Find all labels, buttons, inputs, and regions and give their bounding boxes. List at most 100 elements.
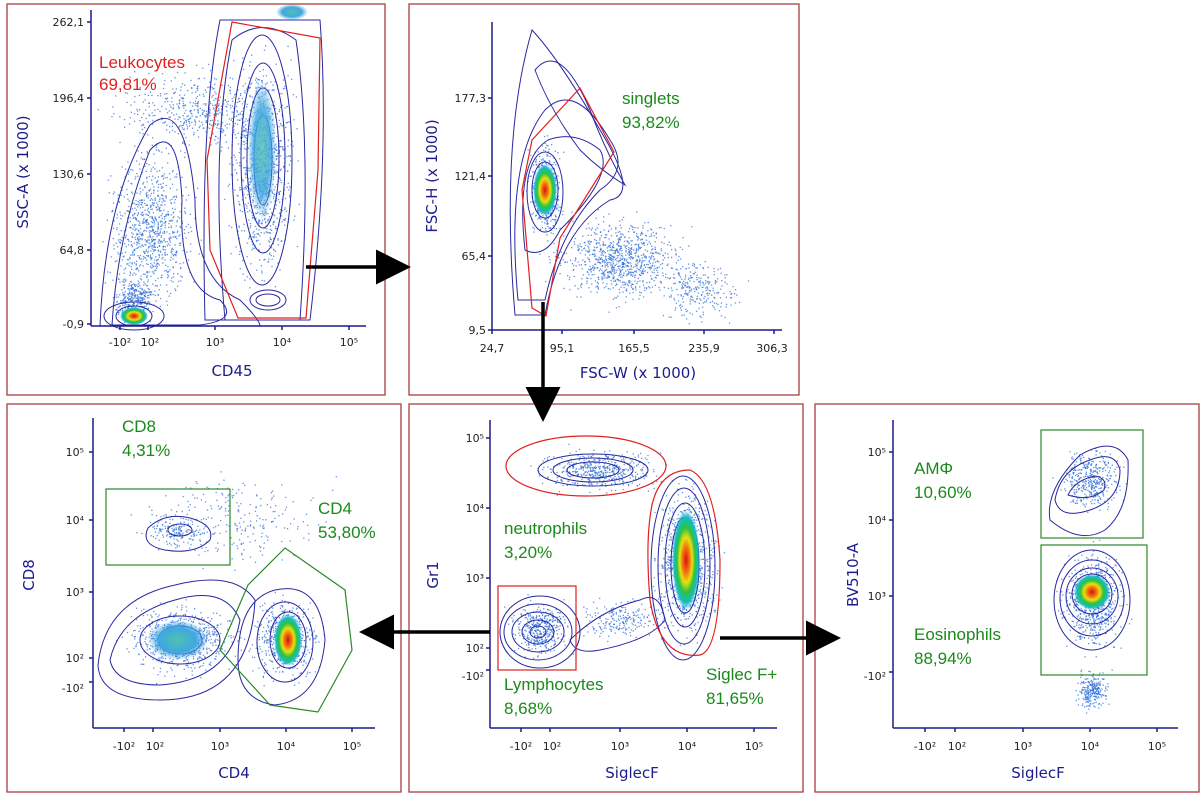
event-dot bbox=[604, 261, 606, 263]
event-dot bbox=[163, 239, 165, 241]
event-dot bbox=[600, 257, 602, 259]
event-dot bbox=[209, 633, 211, 636]
event-dot bbox=[140, 200, 142, 202]
event-dot bbox=[147, 197, 149, 199]
event-dot bbox=[153, 249, 156, 251]
event-dot bbox=[204, 115, 206, 117]
event-dot bbox=[147, 288, 149, 290]
event-dot bbox=[627, 252, 629, 255]
event-dot bbox=[155, 206, 157, 208]
event-dot bbox=[150, 291, 152, 294]
event-dot bbox=[191, 87, 193, 89]
event-dot bbox=[548, 256, 550, 258]
event-dot bbox=[174, 176, 176, 178]
event-dot bbox=[268, 218, 270, 220]
event-dot bbox=[144, 298, 146, 300]
event-dot bbox=[157, 294, 159, 296]
event-dot bbox=[205, 626, 207, 629]
event-dot bbox=[245, 124, 247, 126]
event-dot bbox=[154, 653, 156, 656]
event-dot bbox=[635, 255, 637, 257]
event-dot bbox=[180, 150, 182, 152]
event-dot bbox=[214, 105, 216, 107]
event-dot bbox=[195, 91, 197, 93]
event-dot bbox=[609, 254, 611, 256]
event-dot bbox=[115, 95, 117, 97]
event-dot bbox=[169, 615, 171, 617]
event-dot bbox=[188, 144, 190, 146]
event-dot bbox=[627, 280, 630, 282]
event-dot bbox=[627, 272, 630, 275]
event-dot bbox=[589, 243, 591, 246]
event-dot bbox=[164, 93, 166, 95]
event-dot bbox=[231, 111, 233, 113]
event-dot bbox=[148, 242, 150, 244]
event-dot bbox=[133, 290, 136, 292]
event-dot bbox=[643, 271, 645, 273]
event-dot bbox=[128, 171, 130, 173]
event-dot bbox=[570, 309, 572, 311]
event-dot bbox=[653, 279, 655, 282]
event-dot bbox=[642, 233, 644, 235]
event-dot bbox=[140, 213, 142, 215]
event-dot bbox=[150, 275, 152, 277]
event-dot bbox=[651, 249, 653, 251]
event-dot bbox=[238, 226, 240, 228]
event-dot bbox=[117, 313, 120, 316]
event-dot bbox=[241, 62, 244, 64]
event-dot bbox=[683, 280, 685, 282]
event-dot bbox=[611, 270, 614, 272]
event-dot bbox=[630, 248, 632, 250]
event-dot bbox=[550, 227, 552, 229]
event-dot bbox=[242, 133, 244, 136]
event-dot bbox=[158, 619, 160, 621]
event-dot bbox=[604, 266, 606, 268]
event-dot bbox=[151, 144, 153, 146]
event-dot bbox=[151, 183, 154, 185]
event-dot bbox=[594, 263, 597, 265]
event-dot bbox=[202, 654, 205, 656]
event-dot bbox=[691, 313, 694, 316]
event-dot bbox=[233, 59, 235, 62]
event-dot bbox=[188, 120, 190, 123]
event-dot bbox=[613, 270, 615, 272]
event-dot bbox=[143, 230, 145, 232]
event-dot bbox=[728, 322, 731, 324]
event-dot bbox=[145, 194, 148, 196]
event-dot bbox=[170, 226, 172, 229]
event-dot bbox=[562, 210, 564, 212]
event-dot bbox=[605, 277, 607, 279]
event-dot bbox=[594, 280, 597, 282]
event-dot bbox=[611, 269, 613, 271]
event-dot bbox=[553, 251, 555, 254]
event-dot bbox=[248, 184, 250, 186]
event-dot bbox=[156, 259, 158, 262]
event-dot bbox=[686, 281, 688, 284]
event-dot bbox=[188, 231, 190, 234]
event-dot bbox=[145, 219, 147, 221]
event-dot bbox=[287, 139, 290, 141]
event-dot bbox=[134, 228, 137, 230]
event-dot bbox=[622, 291, 624, 293]
event-dot bbox=[152, 310, 154, 313]
event-dot bbox=[237, 230, 239, 232]
event-dot bbox=[129, 217, 131, 219]
event-dot bbox=[170, 80, 172, 82]
event-dot bbox=[174, 77, 176, 79]
event-dot bbox=[155, 622, 158, 624]
event-dot bbox=[265, 231, 267, 233]
event-dot bbox=[157, 277, 159, 280]
event-dot bbox=[669, 277, 671, 279]
event-dot bbox=[683, 287, 685, 289]
event-dot bbox=[140, 275, 142, 277]
event-dot bbox=[712, 287, 714, 289]
event-dot bbox=[128, 289, 131, 291]
event-dot bbox=[696, 276, 698, 279]
event-dot bbox=[147, 250, 149, 252]
event-dot bbox=[172, 276, 175, 278]
event-dot bbox=[296, 128, 298, 130]
event-dot bbox=[620, 274, 622, 276]
event-dot bbox=[139, 627, 142, 630]
event-dot bbox=[660, 281, 662, 284]
event-dot bbox=[249, 235, 251, 237]
